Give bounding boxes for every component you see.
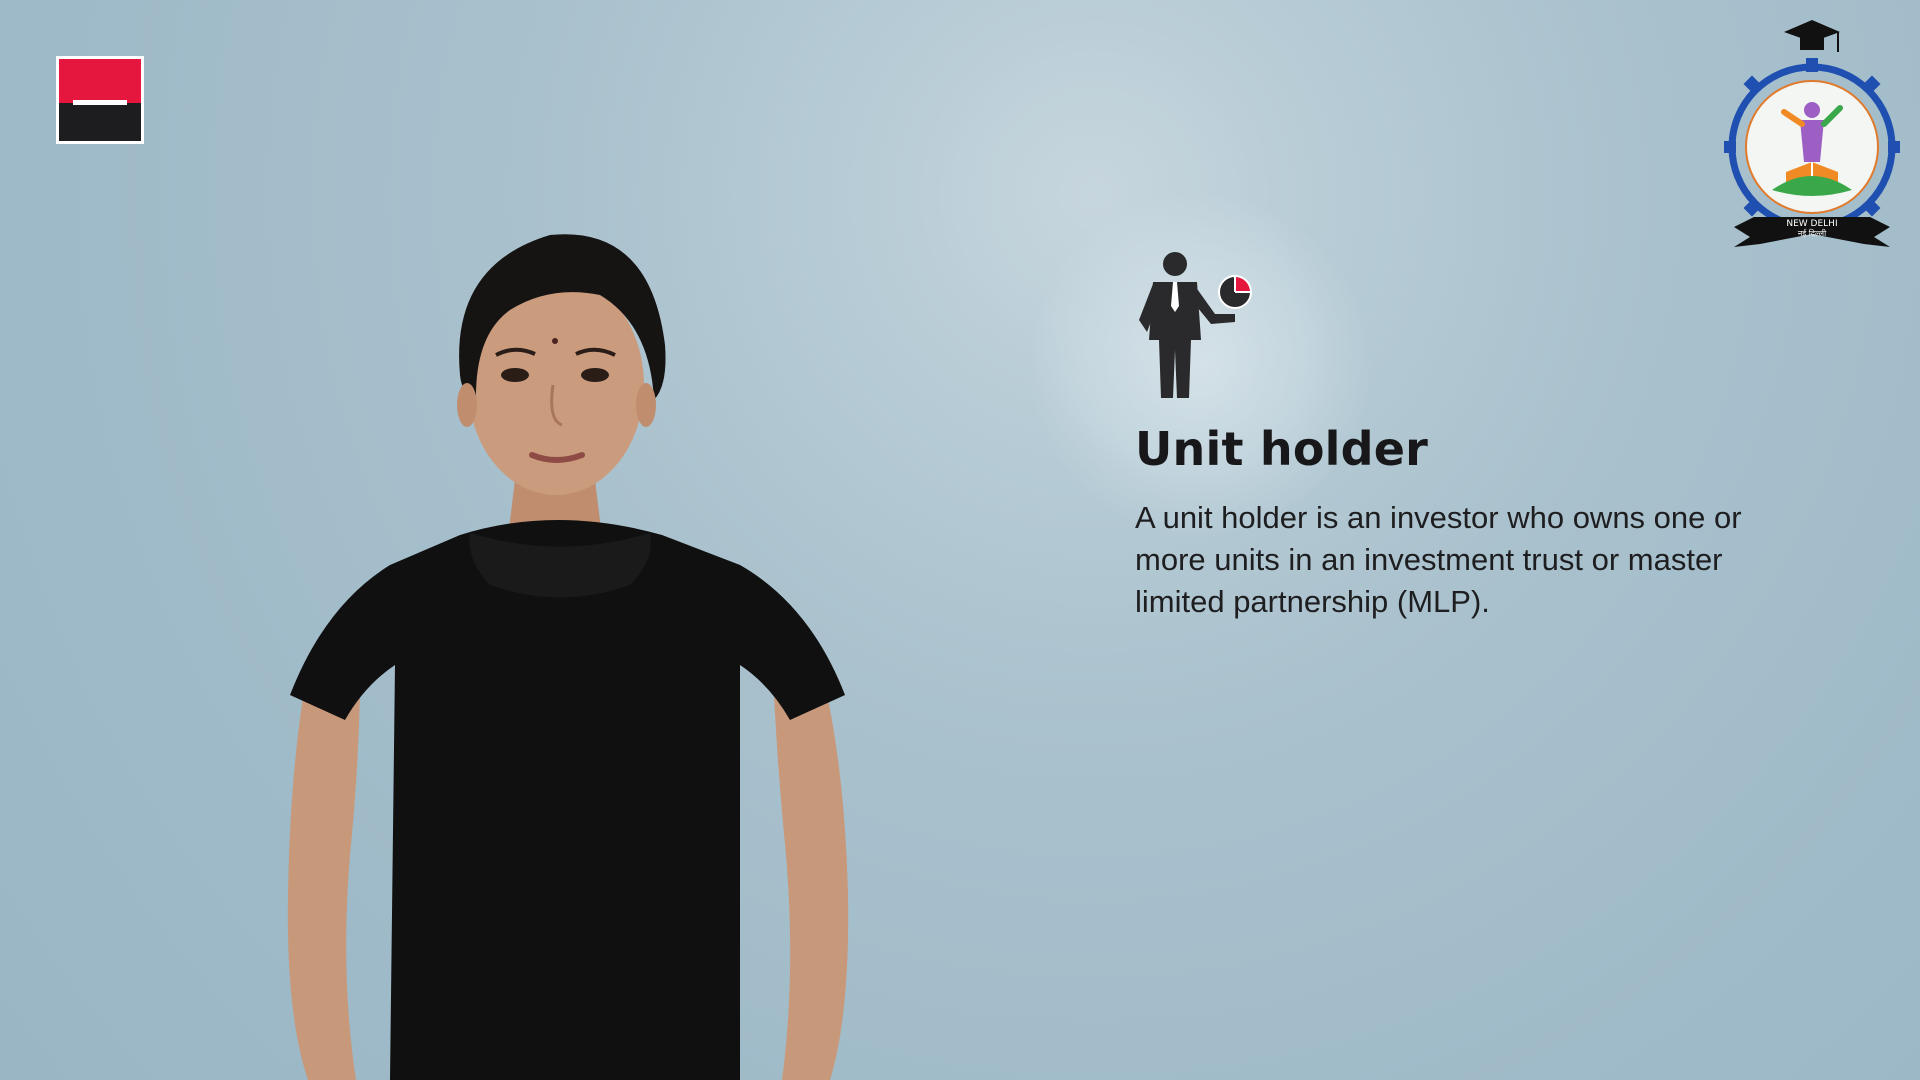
investor-pie-chart-icon: [1139, 252, 1252, 398]
brand-logo-red-block: [59, 59, 141, 103]
presenter-figure: [287, 234, 849, 1080]
emblem-ribbon-text: NEW DELHI: [1786, 219, 1837, 229]
brand-logo: [56, 56, 144, 144]
info-description: A unit holder is an investor who owns on…: [1135, 499, 1742, 619]
info-title: Unit holder: [1135, 422, 1429, 476]
info-card: Unit holder A unit holder is an investor…: [1135, 250, 1775, 623]
emblem-ribbon-hindi-text: नई दिल्ली: [1798, 228, 1827, 238]
institute-emblem-icon: NEW DELHI नई दिल्ली: [1724, 20, 1900, 247]
brand-logo-white-bar: [73, 100, 127, 105]
icon-glow-circle: [1030, 195, 1370, 535]
